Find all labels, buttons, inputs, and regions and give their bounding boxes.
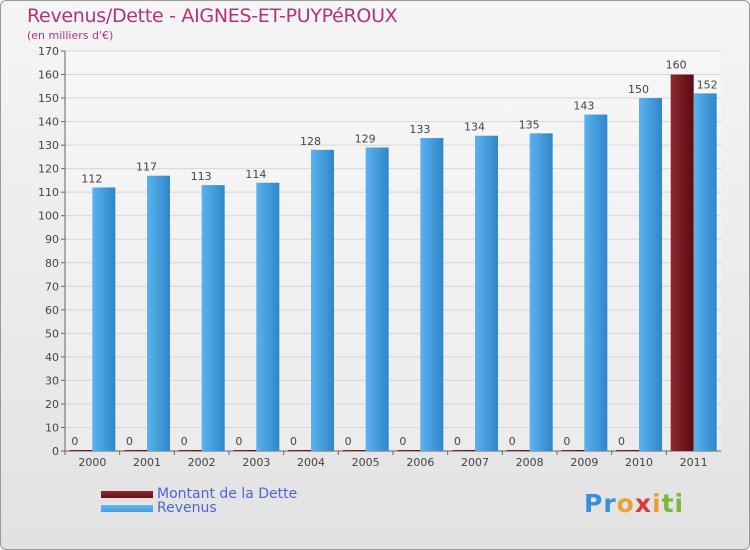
y-tick-label: 10 xyxy=(45,421,59,434)
data-label-dette: 0 xyxy=(563,435,570,448)
data-label-revenus: 134 xyxy=(464,121,485,134)
bar-dette xyxy=(288,450,311,451)
bar-dette xyxy=(342,450,366,451)
legend-label-revenus: Revenus xyxy=(157,500,217,516)
bar-revenus xyxy=(256,182,280,451)
y-tick-label: 170 xyxy=(38,45,59,58)
data-label-dette: 0 xyxy=(618,435,625,448)
bar-dette xyxy=(561,450,585,451)
y-tick-label: 110 xyxy=(38,186,59,199)
y-tick-label: 150 xyxy=(38,92,59,105)
x-tick-label: 2008 xyxy=(516,456,544,469)
bar-dette xyxy=(616,450,639,451)
x-tick-label: 2001 xyxy=(133,456,161,469)
y-tick-label: 70 xyxy=(45,280,59,293)
bar-revenus xyxy=(201,185,225,451)
data-label-dette: 160 xyxy=(666,59,687,72)
data-label-revenus: 117 xyxy=(136,161,157,174)
x-tick-label: 2011 xyxy=(680,456,708,469)
x-tick-label: 2010 xyxy=(625,456,653,469)
legend-label-dette: Montant de la Dette xyxy=(157,486,298,502)
bar-revenus xyxy=(584,114,608,451)
chart-subtitle: (en milliers d'€) xyxy=(27,29,114,42)
y-tick-label: 80 xyxy=(45,257,59,270)
x-tick-label: 2006 xyxy=(406,456,434,469)
proxiti-logo: Proxiti xyxy=(584,489,685,518)
data-label-revenus: 150 xyxy=(628,83,649,96)
data-label-dette: 0 xyxy=(454,435,461,448)
legend-swatch-dette xyxy=(101,491,153,498)
y-tick-label: 140 xyxy=(38,116,59,129)
y-tick-label: 20 xyxy=(45,398,59,411)
y-tick-label: 160 xyxy=(38,69,59,82)
y-tick-label: 0 xyxy=(52,445,59,458)
data-label-revenus: 135 xyxy=(519,118,540,131)
x-tick-label: 2004 xyxy=(297,456,325,469)
bar-dette xyxy=(233,450,257,451)
data-label-dette: 0 xyxy=(71,435,78,448)
y-tick-label: 130 xyxy=(38,139,59,152)
y-tick-label: 90 xyxy=(45,233,59,246)
data-label-revenus: 112 xyxy=(81,172,102,185)
bar-revenus xyxy=(529,133,553,451)
data-label-revenus: 128 xyxy=(300,135,321,148)
y-tick-label: 30 xyxy=(45,374,59,387)
x-tick-label: 2000 xyxy=(78,456,106,469)
bar-revenus xyxy=(639,98,662,451)
bar-dette xyxy=(397,450,421,451)
bar-dette xyxy=(452,450,475,451)
data-label-revenus: 129 xyxy=(355,132,376,145)
y-tick-label: 50 xyxy=(45,327,59,340)
data-label-dette: 0 xyxy=(399,435,406,448)
legend-swatch-revenus xyxy=(101,505,153,512)
y-tick-label: 40 xyxy=(45,351,59,364)
bar-dette xyxy=(124,450,147,451)
data-label-dette: 0 xyxy=(126,435,133,448)
bar-revenus xyxy=(92,187,116,451)
bar-revenus xyxy=(420,138,444,451)
data-label-revenus: 133 xyxy=(409,123,430,136)
data-label-dette: 0 xyxy=(345,435,352,448)
data-label-revenus: 143 xyxy=(573,100,594,113)
x-tick-label: 2002 xyxy=(188,456,216,469)
bar-revenus xyxy=(311,149,334,451)
data-label-revenus: 114 xyxy=(245,168,266,181)
bar-dette xyxy=(670,74,694,451)
data-label-dette: 0 xyxy=(235,435,242,448)
x-tick-label: 2003 xyxy=(242,456,270,469)
data-label-dette: 0 xyxy=(509,435,516,448)
y-tick-label: 120 xyxy=(38,163,59,176)
plot-area xyxy=(65,51,721,451)
bar-revenus xyxy=(147,175,170,452)
y-tick-label: 60 xyxy=(45,304,59,317)
data-label-dette: 0 xyxy=(181,435,188,448)
data-label-dette: 0 xyxy=(290,435,297,448)
x-tick-label: 2005 xyxy=(352,456,380,469)
x-tick-label: 2007 xyxy=(461,456,489,469)
bar-dette xyxy=(69,450,93,451)
bar-revenus xyxy=(475,135,498,452)
bar-dette xyxy=(178,450,202,451)
bar-revenus xyxy=(693,93,717,452)
data-label-revenus: 113 xyxy=(191,170,212,183)
bar-dette xyxy=(506,450,530,451)
chart-title: Revenus/Dette - AIGNES-ET-PUYPéROUX xyxy=(27,5,398,27)
bar-revenus xyxy=(365,147,389,451)
y-tick-label: 100 xyxy=(38,210,59,223)
x-tick-label: 2009 xyxy=(570,456,598,469)
data-label-revenus: 152 xyxy=(697,78,718,91)
